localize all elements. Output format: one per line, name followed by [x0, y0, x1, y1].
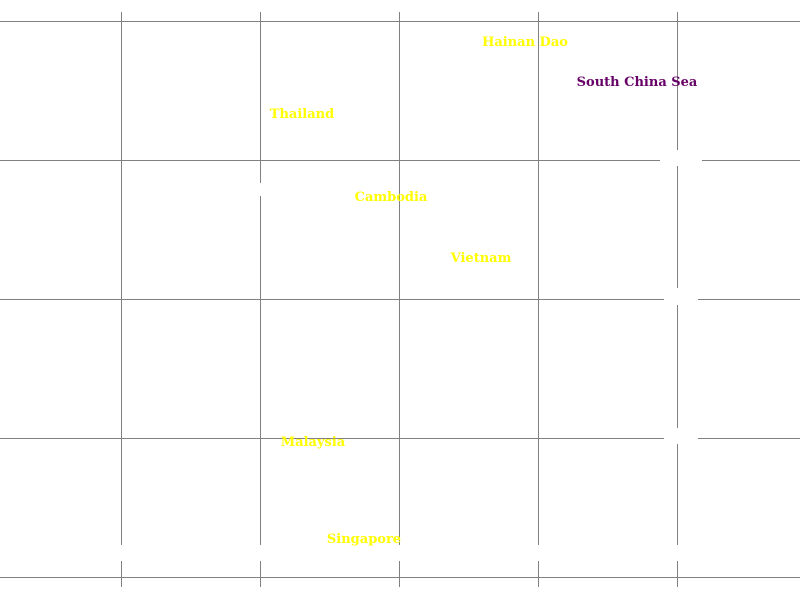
label-singapore: Singapore	[327, 532, 401, 547]
label-vietnam: Vietnam	[450, 251, 512, 266]
place-labels: Hainan Dao South China Sea Thailand Camb…	[270, 35, 698, 547]
label-thailand: Thailand	[270, 107, 334, 122]
graticule	[0, 12, 800, 587]
label-cambodia: Cambodia	[355, 190, 428, 205]
label-south-china-sea: South China Sea	[577, 75, 698, 90]
label-malaysia: Malaysia	[281, 435, 346, 450]
label-hainan-dao: Hainan Dao	[482, 35, 568, 50]
